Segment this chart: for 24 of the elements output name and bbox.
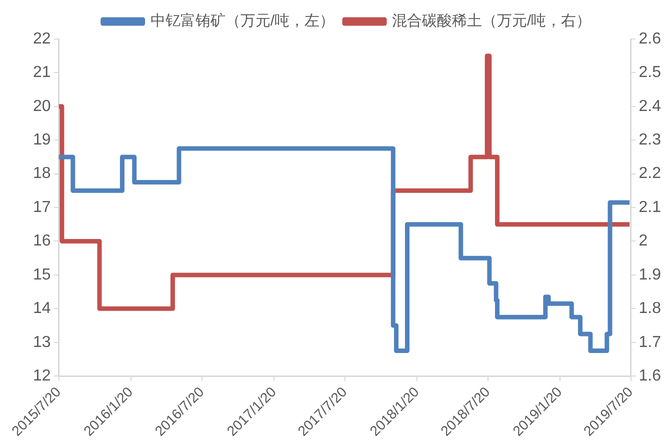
y2-tick-label: 2.3 <box>638 132 662 149</box>
y-tick-label: 19 <box>33 132 51 149</box>
y-tick-label: 14 <box>33 300 51 318</box>
y-tick-label: 22 <box>33 30 51 48</box>
y2-tick-label: 2.1 <box>638 198 662 216</box>
y-tick-label: 15 <box>33 266 51 284</box>
y-tick-label: 12 <box>33 367 51 384</box>
legend-label: 中钇富铕矿（万元/吨，左） <box>150 12 335 30</box>
y-tick-label: 13 <box>33 334 51 351</box>
y2-tick-label: 1.8 <box>638 300 662 318</box>
y2-tick-label: 1.7 <box>638 334 662 351</box>
y2-tick-label: 2.2 <box>638 165 662 182</box>
y-tick-label: 16 <box>33 232 51 250</box>
legend-label: 混合碳酸稀土（万元/吨，右） <box>392 12 592 30</box>
y2-tick-label: 2.6 <box>638 30 662 48</box>
y2-tick-label: 1.6 <box>638 367 662 384</box>
y2-tick-label: 2 <box>638 232 648 250</box>
y-tick-label: 17 <box>33 198 51 216</box>
y-tick-label: 18 <box>33 165 51 182</box>
y-tick-label: 21 <box>33 64 51 82</box>
y2-tick-label: 2.4 <box>638 98 662 115</box>
y2-tick-label: 1.9 <box>638 266 662 284</box>
y2-tick-label: 2.5 <box>638 64 662 82</box>
y-tick-label: 20 <box>33 98 51 115</box>
